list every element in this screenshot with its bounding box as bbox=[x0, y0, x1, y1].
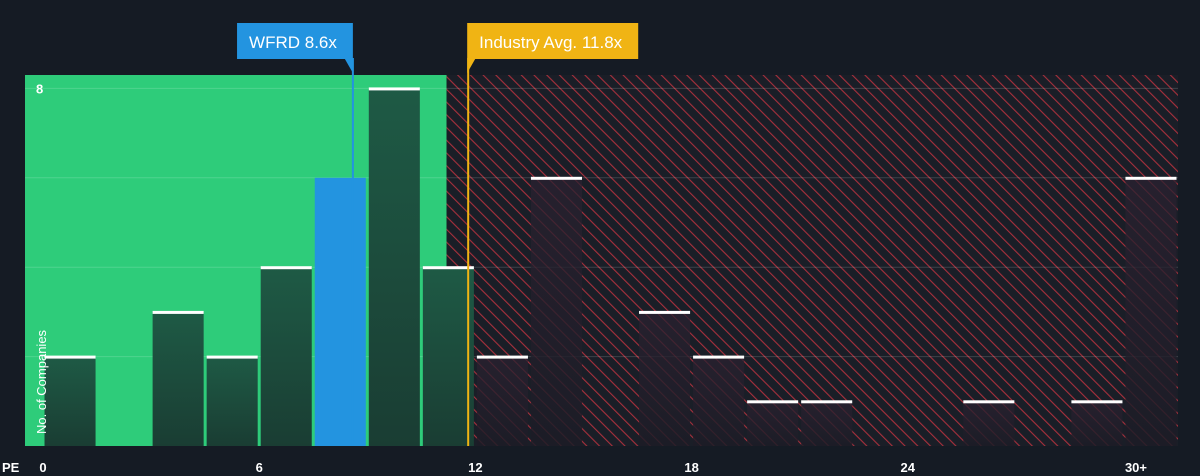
bar-cap-14 bbox=[801, 400, 853, 404]
y-axis-label: No. of Companies bbox=[34, 329, 49, 434]
bar-cap-12 bbox=[693, 355, 745, 359]
bar-19 bbox=[1071, 400, 1123, 446]
bar-body-0 bbox=[44, 356, 96, 446]
bar-cap-20 bbox=[1125, 176, 1177, 180]
bar-body-3 bbox=[206, 356, 258, 446]
bar-body-7 bbox=[422, 267, 474, 446]
company-callout-label: WFRD 8.6x bbox=[249, 33, 337, 52]
bar-2 bbox=[152, 310, 204, 446]
bar-17 bbox=[963, 400, 1015, 446]
bar-cap-2 bbox=[152, 310, 204, 314]
bar-cap-8 bbox=[476, 355, 528, 359]
bar-9 bbox=[530, 176, 582, 446]
bar-14 bbox=[801, 400, 853, 446]
bar-body-12 bbox=[693, 356, 745, 446]
bar-body-11 bbox=[639, 311, 691, 446]
company-callout bbox=[237, 23, 353, 73]
bar-body-19 bbox=[1071, 401, 1123, 446]
bar-8 bbox=[476, 355, 528, 446]
bar-cap-0 bbox=[44, 355, 96, 359]
bar-11 bbox=[639, 310, 691, 446]
bar-body-4 bbox=[260, 267, 312, 446]
bar-cap-11 bbox=[639, 310, 691, 314]
bar-cap-17 bbox=[963, 400, 1015, 404]
bar-body-13 bbox=[747, 401, 799, 446]
bar-cap-3 bbox=[206, 355, 258, 359]
bar-4 bbox=[260, 266, 312, 446]
bar-body-6 bbox=[368, 88, 420, 446]
bar-6 bbox=[368, 87, 420, 446]
bar-body-20 bbox=[1125, 177, 1177, 446]
bar-body-5 bbox=[314, 177, 366, 446]
bar-0 bbox=[44, 355, 96, 446]
x-tick-label-18: 18 bbox=[684, 460, 698, 475]
industry-avg-callout-box bbox=[467, 23, 639, 59]
bar-cap-4 bbox=[260, 266, 312, 270]
industry-avg-callout-pointer bbox=[467, 59, 476, 73]
x-tick-label-12: 12 bbox=[468, 460, 482, 475]
x-tick-label-6: 6 bbox=[256, 460, 263, 475]
bar-cap-9 bbox=[530, 176, 582, 180]
bar-12 bbox=[693, 355, 745, 446]
y-tick-label-8: 8 bbox=[36, 81, 43, 96]
bar-body-17 bbox=[963, 401, 1015, 446]
x-tick-label-24: 24 bbox=[901, 460, 916, 475]
bar-13 bbox=[747, 400, 799, 446]
x-axis-label: PE bbox=[2, 460, 20, 475]
bar-body-2 bbox=[152, 311, 204, 446]
bar-7 bbox=[422, 266, 474, 446]
bar-body-8 bbox=[476, 356, 528, 446]
industry-avg-callout-label: Industry Avg. 11.8x bbox=[479, 33, 623, 52]
bar-5 bbox=[314, 177, 366, 446]
company-callout-pointer bbox=[344, 59, 353, 73]
company-callout-box bbox=[237, 23, 353, 59]
bar-cap-7 bbox=[422, 266, 474, 270]
bar-20 bbox=[1125, 176, 1177, 446]
bar-body-9 bbox=[530, 177, 582, 446]
x-tick-label-30+: 30+ bbox=[1125, 460, 1147, 475]
bar-cap-13 bbox=[747, 400, 799, 404]
x-tick-label-0: 0 bbox=[39, 460, 46, 475]
bar-body-14 bbox=[801, 401, 853, 446]
bar-cap-19 bbox=[1071, 400, 1123, 404]
bar-cap-6 bbox=[368, 87, 420, 91]
bar-3 bbox=[206, 355, 258, 446]
industry-avg-callout bbox=[467, 23, 639, 73]
